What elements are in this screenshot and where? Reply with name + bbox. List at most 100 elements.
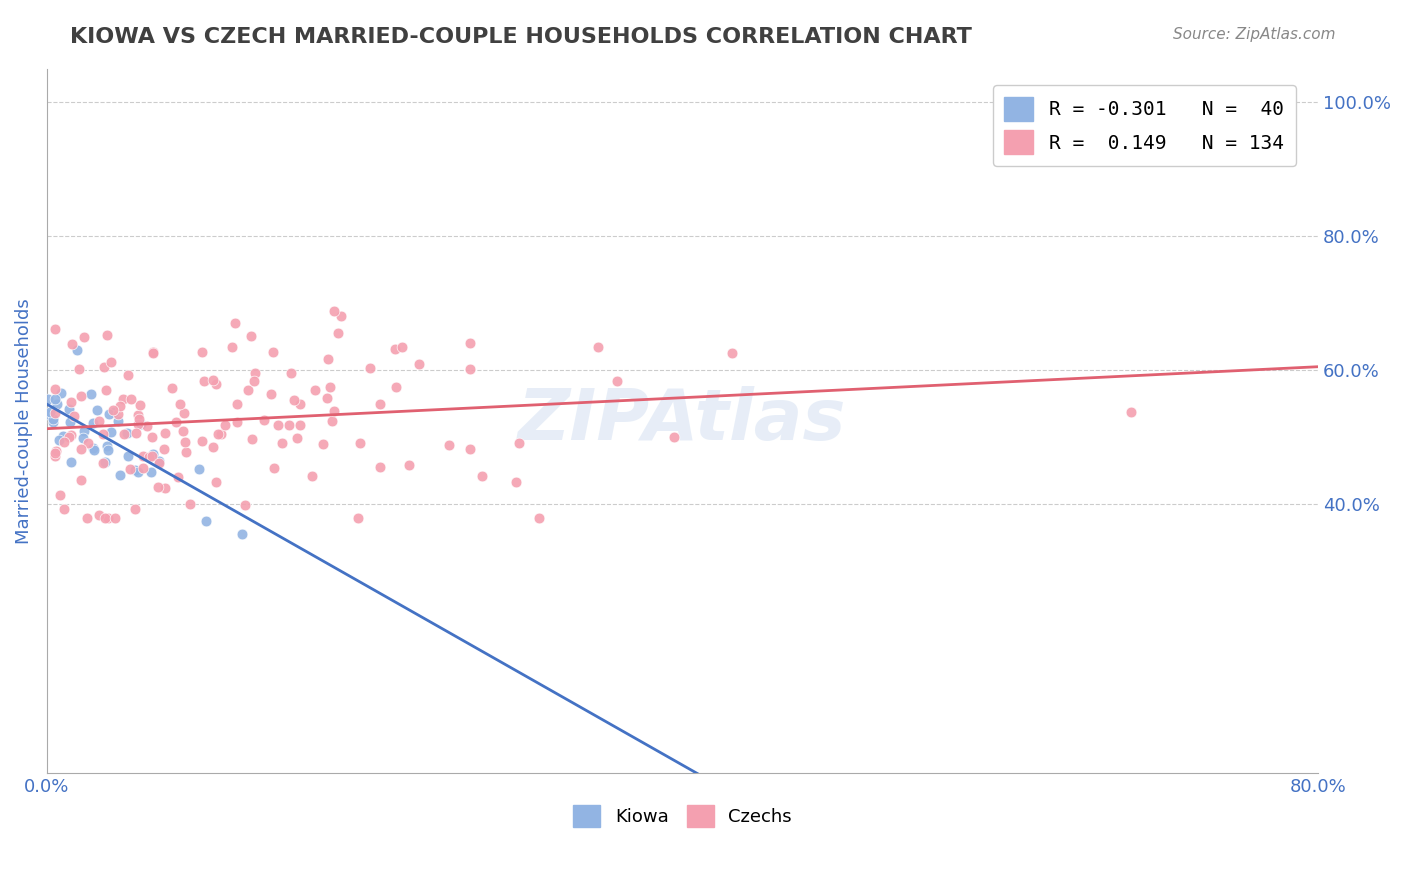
Point: [70, 442, 93, 457]
Point: [42, 415, 65, 429]
Point: [384, 380, 406, 394]
Text: Source: ZipAtlas.com: Source: ZipAtlas.com: [1173, 27, 1336, 42]
Point: [391, 340, 413, 354]
Point: [172, 424, 194, 438]
Point: [191, 434, 214, 449]
Point: [280, 366, 302, 380]
Point: [142, 345, 165, 359]
Point: [226, 397, 249, 411]
Point: [91, 456, 114, 470]
Point: [606, 374, 628, 388]
Point: [44, 450, 66, 464]
Point: [60, 336, 83, 351]
Point: [207, 426, 229, 441]
Point: [194, 514, 217, 528]
Point: [80, 386, 103, 401]
Point: [304, 383, 326, 397]
Point: [104, 511, 127, 525]
Point: [368, 459, 391, 474]
Point: [142, 447, 165, 461]
Point: [288, 396, 311, 410]
Point: [128, 398, 150, 412]
Point: [87, 508, 110, 522]
Point: [153, 442, 176, 457]
Point: [37, 407, 59, 421]
Point: [82, 441, 104, 455]
Point: [136, 418, 159, 433]
Point: [124, 463, 146, 477]
Point: [209, 426, 232, 441]
Point: [319, 380, 342, 394]
Point: [148, 454, 170, 468]
Point: [94, 455, 117, 469]
Point: [471, 469, 494, 483]
Point: [65, 343, 87, 358]
Point: [42, 411, 65, 425]
Point: [48, 433, 70, 447]
Point: [117, 449, 139, 463]
Point: [97, 442, 120, 457]
Point: [59, 428, 82, 442]
Point: [321, 414, 343, 428]
Point: [662, 430, 685, 444]
Point: [52, 502, 75, 516]
Point: [117, 368, 139, 382]
Point: [721, 346, 744, 360]
Point: [224, 316, 246, 330]
Point: [44, 322, 66, 336]
Point: [131, 461, 153, 475]
Point: [253, 413, 276, 427]
Point: [179, 497, 201, 511]
Point: [359, 361, 381, 376]
Point: [153, 481, 176, 495]
Point: [458, 335, 481, 350]
Point: [316, 391, 339, 405]
Point: [98, 407, 121, 421]
Point: [329, 309, 352, 323]
Point: [49, 385, 72, 400]
Point: [201, 440, 224, 454]
Point: [169, 397, 191, 411]
Point: [70, 474, 93, 488]
Point: [153, 426, 176, 441]
Point: [58, 430, 80, 444]
Point: [73, 424, 96, 438]
Point: [132, 450, 155, 464]
Point: [437, 438, 460, 452]
Point: [233, 498, 256, 512]
Point: [346, 511, 368, 525]
Point: [107, 414, 129, 428]
Point: [112, 392, 135, 406]
Point: [69, 389, 91, 403]
Point: [125, 426, 148, 441]
Point: [398, 458, 420, 473]
Point: [160, 381, 183, 395]
Point: [205, 377, 228, 392]
Point: [141, 430, 163, 444]
Point: [129, 417, 152, 431]
Point: [349, 435, 371, 450]
Point: [505, 475, 527, 490]
Point: [193, 374, 215, 388]
Point: [83, 442, 105, 457]
Point: [86, 403, 108, 417]
Point: [204, 475, 226, 489]
Point: [59, 415, 82, 429]
Point: [82, 417, 104, 431]
Point: [214, 417, 236, 432]
Point: [188, 461, 211, 475]
Point: [236, 384, 259, 398]
Point: [368, 397, 391, 411]
Point: [115, 425, 138, 440]
Point: [146, 480, 169, 494]
Point: [108, 399, 131, 413]
Point: [165, 415, 187, 429]
Point: [202, 373, 225, 387]
Point: [94, 511, 117, 525]
Y-axis label: Married-couple Households: Married-couple Households: [15, 298, 32, 543]
Point: [263, 461, 285, 475]
Point: [301, 468, 323, 483]
Point: [458, 442, 481, 456]
Point: [45, 397, 67, 411]
Point: [37, 392, 59, 406]
